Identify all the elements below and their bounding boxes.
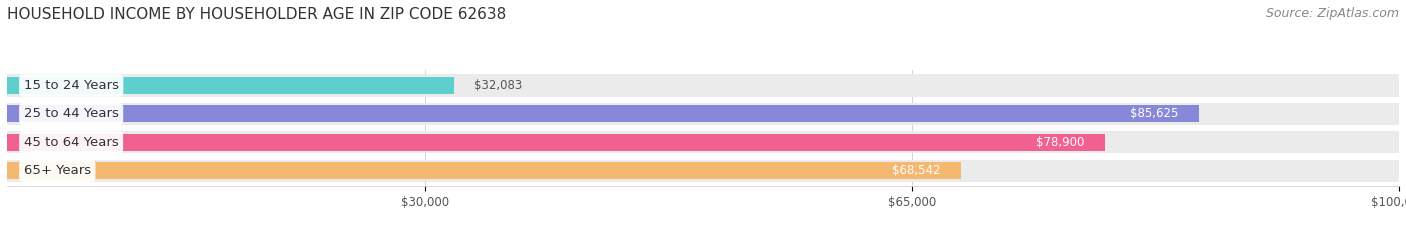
Text: Source: ZipAtlas.com: Source: ZipAtlas.com — [1265, 7, 1399, 20]
Text: $68,542: $68,542 — [891, 164, 941, 177]
Bar — [7, 75, 1399, 97]
Text: $78,900: $78,900 — [1036, 136, 1084, 149]
Bar — [7, 131, 1399, 154]
Bar — [7, 103, 1399, 125]
Text: 25 to 44 Years: 25 to 44 Years — [24, 107, 118, 120]
Text: 65+ Years: 65+ Years — [24, 164, 91, 177]
Bar — [7, 105, 1199, 123]
Bar — [7, 77, 454, 94]
Bar — [7, 134, 1105, 151]
Bar — [7, 160, 1399, 182]
Text: 45 to 64 Years: 45 to 64 Years — [24, 136, 118, 149]
Text: HOUSEHOLD INCOME BY HOUSEHOLDER AGE IN ZIP CODE 62638: HOUSEHOLD INCOME BY HOUSEHOLDER AGE IN Z… — [7, 7, 506, 22]
Text: $85,625: $85,625 — [1129, 107, 1178, 120]
Bar — [7, 162, 962, 179]
Text: 15 to 24 Years: 15 to 24 Years — [24, 79, 118, 92]
Text: $32,083: $32,083 — [474, 79, 523, 92]
